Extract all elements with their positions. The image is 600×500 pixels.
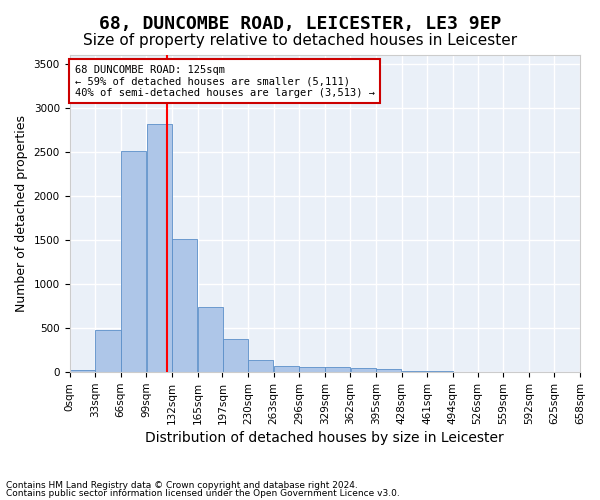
X-axis label: Distribution of detached houses by size in Leicester: Distribution of detached houses by size …	[145, 431, 504, 445]
Bar	[325, 368, 350, 372]
Bar	[248, 360, 274, 372]
Bar	[299, 368, 325, 372]
Text: Contains public sector information licensed under the Open Government Licence v3: Contains public sector information licen…	[6, 488, 400, 498]
Bar	[198, 307, 223, 372]
Bar	[95, 330, 121, 372]
Bar	[146, 124, 172, 372]
Text: 68 DUNCOMBE ROAD: 125sqm
← 59% of detached houses are smaller (5,111)
40% of sem: 68 DUNCOMBE ROAD: 125sqm ← 59% of detach…	[74, 64, 374, 98]
Text: 68, DUNCOMBE ROAD, LEICESTER, LE3 9EP: 68, DUNCOMBE ROAD, LEICESTER, LE3 9EP	[99, 15, 501, 33]
Bar	[172, 239, 197, 372]
Bar	[350, 368, 376, 372]
Bar	[121, 151, 146, 372]
Bar	[376, 369, 401, 372]
Bar	[274, 366, 299, 372]
Bar	[70, 370, 95, 372]
Text: Size of property relative to detached houses in Leicester: Size of property relative to detached ho…	[83, 32, 517, 48]
Bar	[223, 338, 248, 372]
Y-axis label: Number of detached properties: Number of detached properties	[15, 115, 28, 312]
Text: Contains HM Land Registry data © Crown copyright and database right 2024.: Contains HM Land Registry data © Crown c…	[6, 481, 358, 490]
